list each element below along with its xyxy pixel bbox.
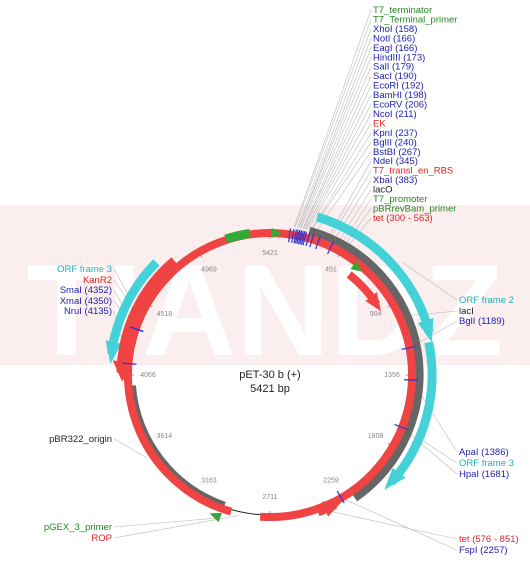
right-label-leader-6: [328, 511, 457, 539]
tick-label-11: 4969: [201, 266, 217, 273]
right-label-leader-7: [341, 498, 457, 550]
top-label-leader-1: [295, 19, 371, 227]
left-label-6: pGEX_3_primer: [44, 522, 112, 533]
tick-label-1: 451: [325, 266, 337, 273]
tick-label-4: 1808: [368, 433, 384, 440]
green-arrow-bottom: [210, 513, 222, 522]
plasmid-name: pET-30 b (+): [239, 369, 300, 381]
left-label-2: SmaI (4352): [60, 285, 112, 296]
right-label-2: BglI (1189): [459, 316, 505, 327]
left-label-0: ORF frame 3: [57, 264, 112, 275]
left-label-7: ROP: [91, 533, 112, 544]
right-label-4: ORF frame 3: [459, 458, 514, 469]
tick-label-3: 1356: [384, 372, 400, 379]
tick-label-0: 5421: [262, 250, 278, 257]
tick-label-8: 3614: [157, 433, 173, 440]
top-label-leader-4: [299, 48, 371, 228]
tick-label-5: 2259: [323, 478, 339, 485]
right-label-7: FspI (2257): [459, 545, 508, 556]
right-label-0: ORF frame 2: [459, 295, 514, 306]
plasmid-length: 5421 bp: [250, 383, 290, 395]
right-label-5: HpaI (1681): [459, 469, 509, 480]
top-label-22: tet (300 - 563): [373, 213, 433, 224]
tick-label-10: 4518: [157, 311, 173, 318]
left-label-leader-7: [114, 516, 239, 538]
left-label-leader-6: [114, 518, 218, 527]
right-label-leader-4: [417, 437, 457, 463]
left-label-4: NruI (4135): [64, 306, 112, 317]
tick-label-2: 904: [370, 311, 382, 318]
tick-label-9: 4066: [140, 372, 156, 379]
top-label-leader-6: [301, 67, 371, 229]
tick-label-6: 2711: [262, 494, 277, 501]
right-label-3: ApaI (1386): [459, 447, 509, 458]
right-label-6: tet (576 - 851): [459, 534, 519, 545]
top-label-leader-5: [300, 57, 371, 228]
tick-label-7: 3163: [201, 478, 217, 485]
left-label-5: pBR322_origin: [49, 434, 112, 445]
green-top: [226, 233, 250, 239]
